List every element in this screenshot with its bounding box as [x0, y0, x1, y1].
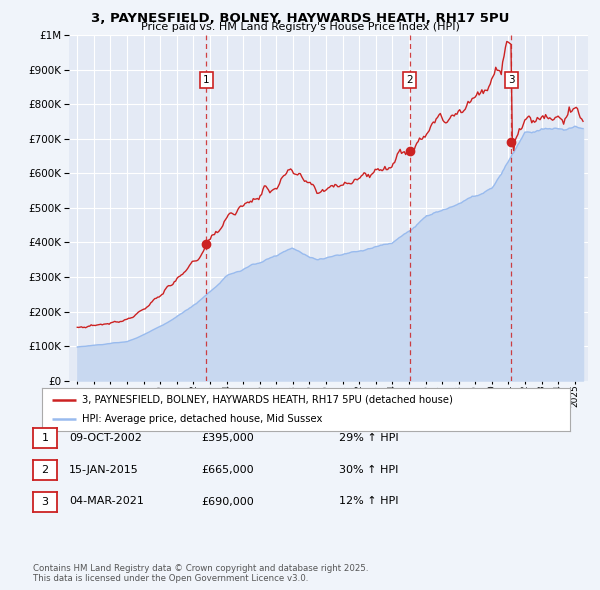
Text: 3: 3	[508, 76, 515, 86]
Text: Price paid vs. HM Land Registry's House Price Index (HPI): Price paid vs. HM Land Registry's House …	[140, 22, 460, 32]
Text: £665,000: £665,000	[201, 465, 254, 474]
Text: 2: 2	[41, 466, 49, 475]
Text: HPI: Average price, detached house, Mid Sussex: HPI: Average price, detached house, Mid …	[82, 414, 322, 424]
Text: 09-OCT-2002: 09-OCT-2002	[69, 433, 142, 442]
Text: 29% ↑ HPI: 29% ↑ HPI	[339, 433, 398, 442]
Text: 2: 2	[406, 76, 413, 86]
Text: 1: 1	[41, 434, 49, 443]
Text: £690,000: £690,000	[201, 497, 254, 506]
Text: 30% ↑ HPI: 30% ↑ HPI	[339, 465, 398, 474]
Text: Contains HM Land Registry data © Crown copyright and database right 2025.
This d: Contains HM Land Registry data © Crown c…	[33, 563, 368, 583]
Text: 12% ↑ HPI: 12% ↑ HPI	[339, 497, 398, 506]
Text: 15-JAN-2015: 15-JAN-2015	[69, 465, 139, 474]
Text: 04-MAR-2021: 04-MAR-2021	[69, 497, 144, 506]
Text: £395,000: £395,000	[201, 433, 254, 442]
Text: 3: 3	[41, 497, 49, 507]
Text: 1: 1	[203, 76, 209, 86]
Text: 3, PAYNESFIELD, BOLNEY, HAYWARDS HEATH, RH17 5PU: 3, PAYNESFIELD, BOLNEY, HAYWARDS HEATH, …	[91, 12, 509, 25]
Text: 3, PAYNESFIELD, BOLNEY, HAYWARDS HEATH, RH17 5PU (detached house): 3, PAYNESFIELD, BOLNEY, HAYWARDS HEATH, …	[82, 395, 452, 405]
